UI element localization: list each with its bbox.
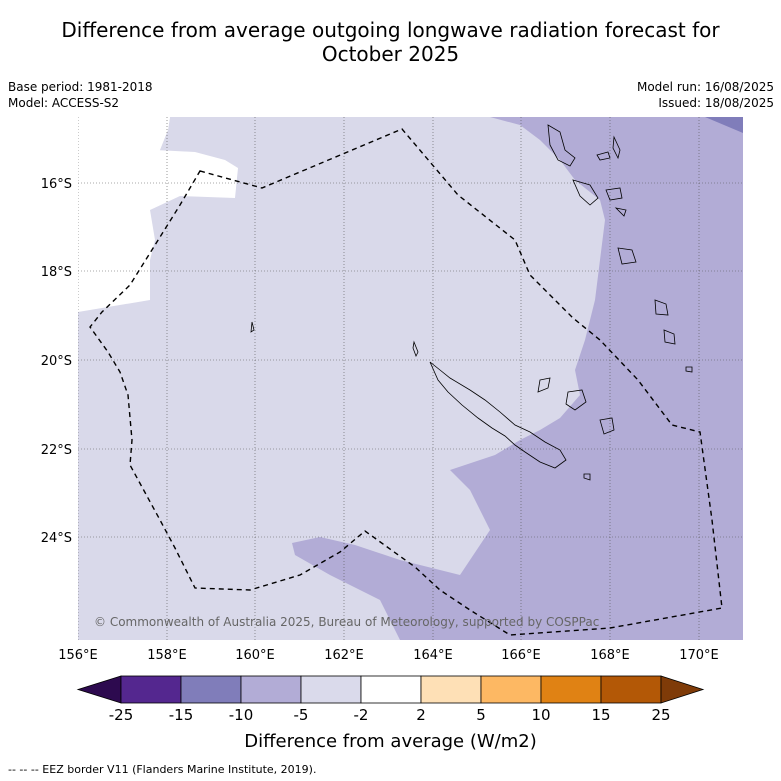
island-mare [599, 417, 615, 435]
meta-right: Model run: 16/08/2025 Issued: 18/08/2025 [637, 79, 774, 111]
colorbar-segment [540, 675, 602, 704]
meta-left: Base period: 1981-2018 Model: ACCESS-S2 [8, 79, 153, 111]
colorbar-tick-label: 25 [651, 706, 670, 724]
anomaly-region-strong [705, 117, 743, 133]
lon-tick-label: 166°E [501, 648, 541, 663]
island-ouvea [537, 377, 551, 393]
colorbar-segment [600, 675, 662, 704]
colorbar-tick-label: 10 [531, 706, 550, 724]
colorbar-tick-label: -15 [169, 706, 194, 724]
island-maewo [596, 151, 611, 161]
island-epi [605, 187, 623, 201]
colorbar-tick-label: 2 [416, 706, 426, 724]
copyright-credit: © Commonwealth of Australia 2025, Bureau… [94, 615, 599, 629]
island-shepherd [614, 207, 627, 217]
lon-tick-label: 158°E [147, 648, 187, 663]
lat-tick-label: 22°S [41, 443, 72, 458]
island-grande-terre [429, 361, 567, 469]
colorbar-segment [180, 675, 242, 704]
island-chesterfield [250, 321, 255, 333]
island-pentecost [612, 135, 621, 160]
island-pines [583, 473, 591, 481]
colorbar-title: Difference from average (W/m2) [244, 731, 537, 752]
lat-tick-label: 24°S [41, 531, 72, 546]
lon-tick-label: 170°E [679, 648, 719, 663]
colorbar-tick-label: 15 [591, 706, 610, 724]
chart-title: Difference from average outgoing longwav… [0, 18, 781, 66]
colorbar-segment [420, 675, 482, 704]
footnote: -- -- -- EEZ border V11 (Flanders Marine… [8, 763, 317, 776]
colorbar-segment [480, 675, 542, 704]
colorbar-segment [300, 675, 362, 704]
colorbar-tick-label: -2 [354, 706, 369, 724]
lon-tick-label: 164°E [413, 648, 453, 663]
lon-tick-label: 168°E [590, 648, 630, 663]
anomaly-region-medium [292, 117, 743, 640]
lat-tick-label: 18°S [41, 265, 72, 280]
island-efate [617, 247, 637, 265]
lon-tick-label: 156°E [58, 648, 98, 663]
anomaly-field [78, 117, 743, 640]
colorbar-segment [240, 675, 302, 704]
colorbar-segment [360, 675, 422, 704]
model-run: Model run: 16/08/2025 [636, 80, 774, 94]
lat-tick-label: 16°S [41, 177, 72, 192]
colorbar-segment [120, 675, 182, 704]
gridlines [78, 117, 743, 640]
colorbar-tick-label: -25 [109, 706, 134, 724]
island-espiritu-santo [547, 124, 576, 167]
title-line-1: Difference from average outgoing longwav… [61, 18, 720, 42]
lon-tick-label: 162°E [324, 648, 364, 663]
coastlines [250, 124, 693, 481]
issued-date: Issued: 18/08/2025 [658, 96, 774, 110]
island-malekula [572, 179, 599, 206]
island-lifou [565, 389, 587, 411]
colorbar-tick-label: -10 [229, 706, 254, 724]
colorbar-tick-label: 5 [476, 706, 486, 724]
colorbar-extend-low [76, 675, 122, 704]
island-belep [412, 340, 419, 357]
colorbar-tick-label: -5 [294, 706, 309, 724]
anomaly-region-neutral-top [78, 117, 170, 240]
lon-tick-label: 160°E [235, 648, 275, 663]
eez-border [89, 128, 723, 636]
colorbar [76, 675, 705, 704]
model-name: Model: ACCESS-S2 [8, 96, 120, 110]
latitude-ticks: 16°S 18°S 20°S 22°S 24°S [41, 177, 72, 546]
colorbar-labels: -25 -15 -10 -5 -2 2 5 10 15 25 [109, 706, 671, 724]
lat-tick-label: 20°S [41, 354, 72, 369]
island-tanna [663, 329, 676, 345]
colorbar-extend-high [660, 675, 705, 704]
longitude-ticks: 156°E 158°E 160°E 162°E 164°E 166°E 168°E 170°E [58, 648, 719, 663]
island-erromango [654, 299, 669, 316]
title-line-2: October 2025 [321, 42, 460, 66]
base-period: Base period: 1981-2018 [8, 80, 153, 94]
island-aneityum [685, 366, 693, 373]
